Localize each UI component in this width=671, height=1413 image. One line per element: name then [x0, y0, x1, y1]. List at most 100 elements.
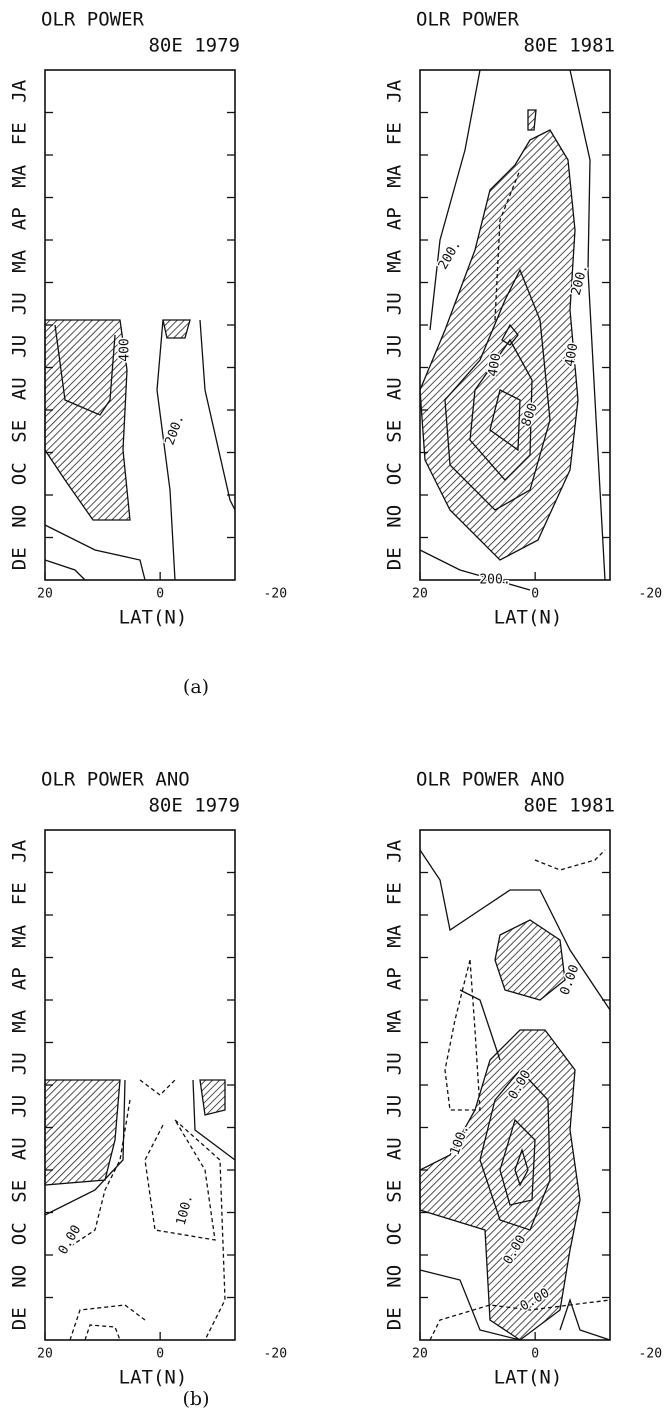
- y-tick-label: JU: [9, 1095, 31, 1118]
- contour: [459, 989, 501, 1061]
- panel-subtitle: 80E 1979: [148, 35, 240, 57]
- contour: [139, 1079, 176, 1096]
- y-tick-label: SE: [9, 420, 31, 443]
- y-tick-label: DE: [384, 1307, 406, 1330]
- y-tick-label: OC: [384, 462, 406, 485]
- y-tick-label: FE: [384, 122, 406, 145]
- y-tick-label: JU: [9, 1052, 31, 1075]
- y-tick-label: MA: [384, 924, 406, 947]
- x-tick-label: 20: [412, 587, 428, 602]
- contour-label: 100.: [174, 1193, 197, 1227]
- panel: 20 0 -20DENOOCSEAUJUJUMAAPMAFEJA0.00100.0.…: [384, 829, 662, 1362]
- contour: [419, 849, 611, 1011]
- y-tick-label: OC: [9, 1222, 31, 1245]
- contour-label: 200.: [479, 573, 510, 588]
- contour: [444, 959, 481, 1111]
- panel-title: OLR POWER: [41, 9, 145, 31]
- y-tick-label: FE: [384, 882, 406, 905]
- panel: 20 0 -20 DE NO OC SE AU JU JU MA AP MA FE JA 400 200.: [9, 69, 287, 602]
- y-tick-label: JU: [9, 292, 31, 315]
- y-tick-label: OC: [9, 462, 31, 485]
- contour: [64, 1099, 131, 1251]
- shaded-region: [419, 129, 579, 561]
- shaded-region: [527, 109, 537, 131]
- y-tick-label: DE: [9, 547, 31, 570]
- panel-subtitle: 80E 1979: [148, 795, 240, 817]
- x-axis-label: LAT(N): [119, 607, 188, 629]
- y-tick-label: NO: [9, 1265, 31, 1288]
- y-tick-label: NO: [9, 505, 31, 528]
- panel-subtitle: 80E 1981: [523, 795, 615, 817]
- contour: [429, 1299, 611, 1341]
- y-tick-label: MA: [9, 1009, 31, 1032]
- x-tick-label: 0: [156, 1347, 164, 1362]
- contour: [419, 1269, 521, 1341]
- y-tick-label: MA: [9, 249, 31, 272]
- x-tick-label: -20: [264, 587, 287, 602]
- contour-label: 400: [486, 352, 505, 378]
- x-axis-label: LAT(N): [494, 607, 563, 629]
- contour: [569, 69, 606, 581]
- panel-title: OLR POWER ANO: [41, 769, 190, 791]
- y-tick-label: MA: [384, 1009, 406, 1032]
- y-tick-label: MA: [9, 164, 31, 187]
- panel-title: OLR POWER: [416, 9, 520, 31]
- x-tick-label: 20: [37, 587, 53, 602]
- contour: [501, 323, 519, 346]
- contour: [192, 1079, 236, 1161]
- y-tick-label: JU: [9, 335, 31, 358]
- y-tick-label: SE: [9, 1180, 31, 1203]
- contour: [444, 268, 551, 511]
- y-tick-label: JU: [384, 1095, 406, 1118]
- y-tick-label: JU: [384, 1052, 406, 1075]
- contour: [54, 324, 116, 416]
- contour: [44, 524, 146, 581]
- y-tick-label: JA: [384, 79, 406, 102]
- y-tick-label: FE: [9, 122, 31, 145]
- shaded-region: [419, 1029, 581, 1341]
- y-tick-label: AP: [9, 967, 31, 990]
- contour-label: 400: [118, 338, 133, 361]
- y-tick-label: SE: [384, 1180, 406, 1203]
- y-tick-label: JU: [384, 335, 406, 358]
- shaded-region: [199, 1079, 226, 1116]
- y-tick-label: AU: [384, 377, 406, 400]
- contour: [69, 1304, 146, 1341]
- y-tick-label: MA: [384, 164, 406, 187]
- y-tick-label: FE: [9, 882, 31, 905]
- contour: [499, 1118, 536, 1206]
- shaded-region: [494, 919, 566, 1001]
- contour: [429, 69, 481, 331]
- y-tick-label: AP: [9, 207, 31, 230]
- x-axis-label: LAT(N): [119, 1367, 188, 1389]
- y-tick-label: JA: [384, 839, 406, 862]
- contour: [494, 169, 521, 321]
- caption: (a): [183, 676, 209, 698]
- contour-label: 0.00: [56, 1223, 85, 1258]
- shaded-region: [44, 1079, 121, 1186]
- x-tick-label: -20: [639, 1347, 662, 1362]
- contour: [44, 559, 86, 581]
- panel-subtitle: 80E 1981: [523, 35, 615, 57]
- contour: [514, 1147, 529, 1187]
- caption: (b): [183, 1388, 210, 1410]
- x-tick-label: 0: [156, 587, 164, 602]
- shaded-region: [162, 319, 191, 339]
- x-tick-label: 20: [37, 1347, 53, 1362]
- y-tick-label: OC: [384, 1222, 406, 1245]
- x-tick-label: 20: [412, 1347, 428, 1362]
- contour: [156, 319, 176, 581]
- x-tick-label: -20: [639, 587, 662, 602]
- y-tick-label: AU: [9, 1137, 31, 1160]
- y-tick-label: SE: [384, 420, 406, 443]
- y-tick-label: DE: [9, 1307, 31, 1330]
- x-tick-label: 0: [531, 1347, 539, 1362]
- contour: [559, 1297, 611, 1341]
- contour: [469, 338, 533, 481]
- contour: [489, 389, 521, 452]
- x-axis-label: LAT(N): [494, 1367, 563, 1389]
- y-tick-label: JU: [384, 292, 406, 315]
- contour: [479, 1069, 551, 1231]
- y-tick-label: AU: [9, 377, 31, 400]
